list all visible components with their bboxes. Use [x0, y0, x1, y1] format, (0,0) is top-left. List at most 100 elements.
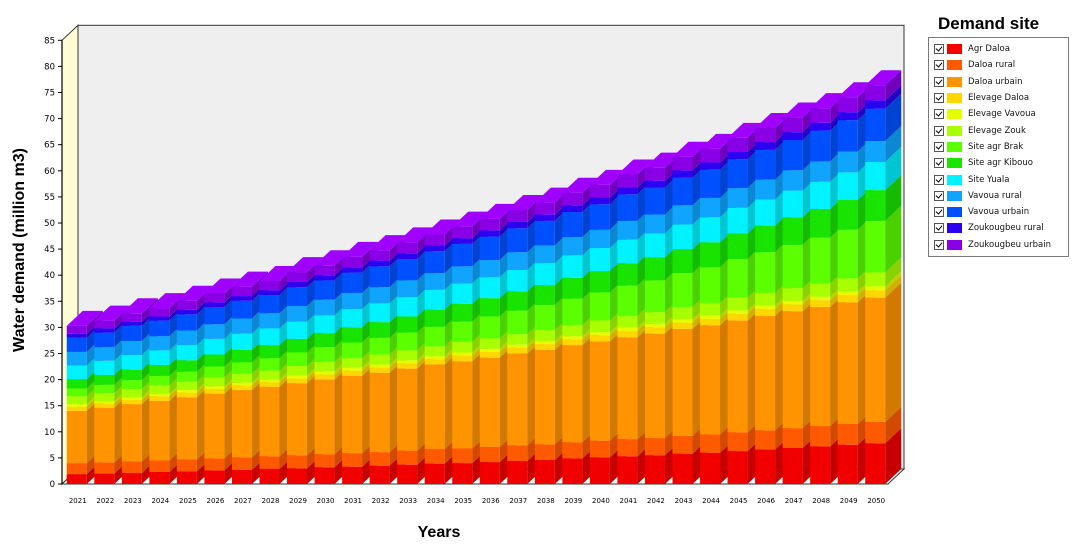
legend-checkbox[interactable]: [934, 44, 944, 55]
legend-checkbox[interactable]: [934, 109, 944, 120]
legend-checkbox[interactable]: [934, 239, 944, 250]
legend-item[interactable]: Zoukougbeu rural: [934, 220, 1064, 236]
legend-checkbox[interactable]: [934, 190, 944, 201]
legend-item[interactable]: Elevage Vavoua: [934, 106, 1064, 122]
x-tick-label: 2031: [344, 497, 362, 505]
bar-segment: [810, 237, 831, 284]
legend-checkbox[interactable]: [934, 60, 944, 71]
bar-segment: [755, 142, 776, 150]
bar-segment: [589, 184, 610, 198]
legend-label: Vavoua rural: [968, 190, 1022, 201]
bar-segment: [617, 456, 638, 484]
legend-item[interactable]: Zoukougbeu urbain: [934, 237, 1064, 253]
legend-checkbox[interactable]: [934, 141, 944, 152]
bar-segment: [66, 351, 87, 366]
bar-segment: [259, 379, 280, 383]
bar-segment: [397, 316, 418, 333]
x-tick-label: 2028: [262, 497, 280, 505]
bar-segment: [369, 364, 390, 368]
bar-segment: [782, 428, 803, 448]
y-tick-label: 15: [44, 402, 55, 412]
bar-segment: [507, 461, 528, 484]
bar-segment: [314, 371, 335, 375]
legend-item[interactable]: Site agr Kibouo: [934, 155, 1064, 171]
bar-segment: [121, 461, 142, 474]
bar-segment: [452, 243, 473, 267]
bar-segment: [755, 305, 776, 310]
legend-item[interactable]: Agr Daloa: [934, 41, 1064, 57]
x-tick-label: 2045: [730, 497, 748, 505]
legend-label: Elevage Vavoua: [968, 109, 1036, 120]
bar-segment: [342, 292, 363, 310]
bar-segment: [507, 334, 528, 345]
legend-item[interactable]: Daloa urbain: [934, 74, 1064, 90]
bar-segment: [507, 347, 528, 354]
bar-segment: [204, 366, 225, 378]
bar-segment: [837, 278, 858, 292]
legend-checkbox[interactable]: [934, 174, 944, 185]
x-tick-label: 2038: [537, 497, 555, 505]
bar-segment: [259, 328, 280, 346]
bar-segment: [782, 300, 803, 305]
bar-segment: [176, 360, 197, 372]
bar-segment: [782, 288, 803, 301]
bar-segment: [314, 280, 335, 300]
legend-item[interactable]: Vavoua rural: [934, 188, 1064, 204]
x-tick-label: 2043: [675, 497, 693, 505]
legend-label: Daloa rural: [968, 60, 1016, 71]
bar-segment: [534, 330, 555, 341]
bar-segment: [727, 432, 748, 452]
bar-segment: [259, 386, 280, 457]
bar-segment: [672, 328, 693, 436]
bar-segment: [176, 390, 197, 393]
bar-segment: [176, 314, 197, 331]
bar-segment: [314, 374, 335, 380]
legend-checkbox[interactable]: [934, 158, 944, 169]
bar-segment: [727, 297, 748, 311]
bar-segment: [176, 397, 197, 460]
legend-item[interactable]: Site agr Brak: [934, 139, 1064, 155]
bar-segment: [782, 217, 803, 245]
bar-segment: [231, 373, 252, 383]
legend-checkbox[interactable]: [934, 93, 944, 104]
bar-segment: [672, 205, 693, 225]
legend-checkbox[interactable]: [934, 207, 944, 218]
legend-item[interactable]: Elevage Zouk: [934, 122, 1064, 138]
x-tick-label: 2029: [289, 497, 307, 505]
x-tick-label: 2047: [785, 497, 803, 505]
bar-segment: [644, 214, 665, 234]
bar-top: [507, 194, 544, 210]
bar-segment: [837, 112, 858, 121]
legend-item[interactable]: Site Yuala: [934, 171, 1064, 187]
bar-segment: [259, 290, 280, 296]
bar-segment: [369, 465, 390, 484]
bar-segment: [700, 319, 721, 326]
legend-checkbox[interactable]: [934, 76, 944, 87]
bar-segment: [314, 275, 335, 281]
bar-segment-side: [885, 70, 902, 101]
bar-segment: [755, 149, 776, 180]
bar-segment: [231, 362, 252, 374]
bar-segment: [176, 471, 197, 484]
bar-segment: [562, 345, 583, 443]
bar-segment: [369, 303, 390, 323]
x-tick-label: 2035: [454, 497, 472, 505]
bar-segment-side: [885, 428, 902, 484]
bar-segment: [424, 309, 445, 327]
bar-segment: [452, 448, 473, 464]
bar-segment: [149, 396, 170, 402]
x-tick-label: 2021: [69, 497, 87, 505]
bar-segment: [617, 187, 638, 195]
bar-segment: [424, 346, 445, 357]
legend-item[interactable]: Daloa rural: [934, 57, 1064, 73]
legend-checkbox[interactable]: [934, 223, 944, 234]
legend-checkbox[interactable]: [934, 125, 944, 136]
bar-segment: [369, 287, 390, 304]
bar-segment: [204, 377, 225, 387]
legend-item[interactable]: Vavoua urbain: [934, 204, 1064, 220]
legend-item[interactable]: Elevage Daloa: [934, 90, 1064, 106]
bar-segment: [121, 369, 142, 381]
bar-segment: [204, 386, 225, 389]
x-tick-label: 2037: [509, 497, 527, 505]
legend-swatch: [947, 109, 962, 120]
